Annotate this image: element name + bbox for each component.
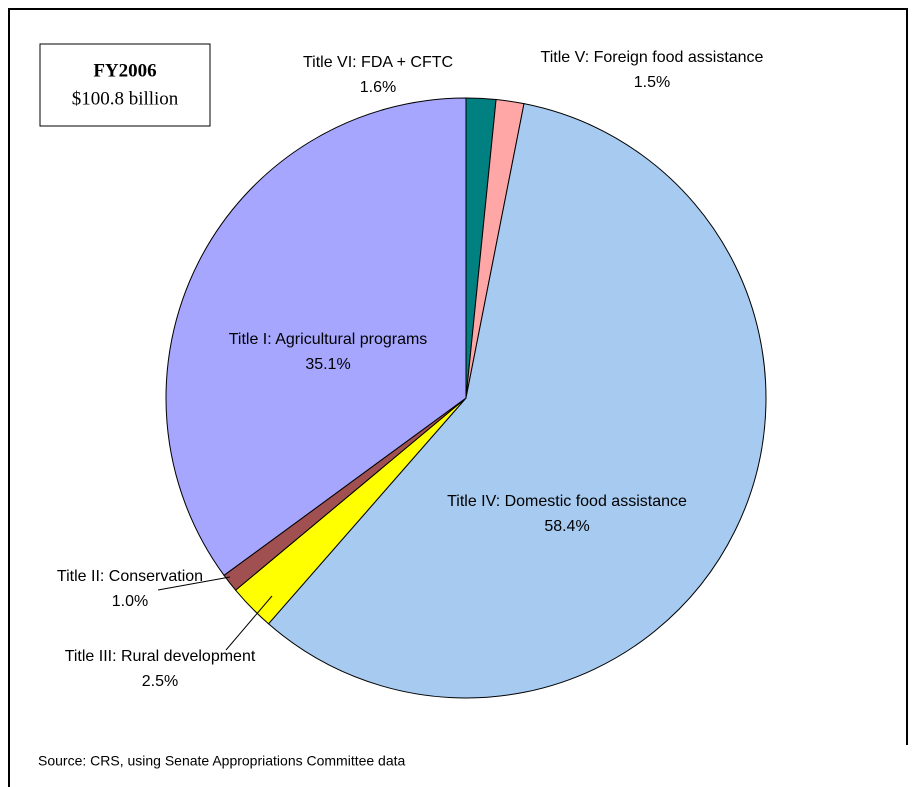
frame: [8, 8, 908, 787]
slice-label: Title II: Conservation: [57, 568, 203, 585]
slice-label: Title I: Agricultural programs: [229, 331, 428, 348]
slice-label: Title V: Foreign food assistance: [541, 49, 764, 66]
title-box: [39, 43, 211, 127]
slice-label: Title IV: Domestic food assistance: [447, 493, 687, 510]
slice-value-label: 35.1%: [305, 356, 350, 373]
slice-value-label: 1.6%: [360, 79, 396, 96]
chart-subtitle: $100.8 billion: [72, 88, 179, 109]
leader-line: [157, 576, 231, 591]
slice-label: Title VI: FDA + CFTC: [303, 54, 453, 71]
slice-value-label: 1.0%: [112, 593, 148, 610]
slice-value-label: 1.5%: [634, 74, 670, 91]
slice-label: Title III: Rural development: [65, 648, 256, 665]
source-note: Source: CRS, using Senate Appropriations…: [38, 753, 406, 769]
slice-value-label: 58.4%: [544, 518, 589, 535]
slice-value-label: 2.5%: [142, 673, 178, 690]
pie-slice: [267, 103, 767, 699]
pie: [165, 97, 767, 699]
chart-title: FY2006: [93, 60, 156, 81]
leader-line: [225, 595, 273, 651]
pie-slice: [165, 97, 467, 577]
